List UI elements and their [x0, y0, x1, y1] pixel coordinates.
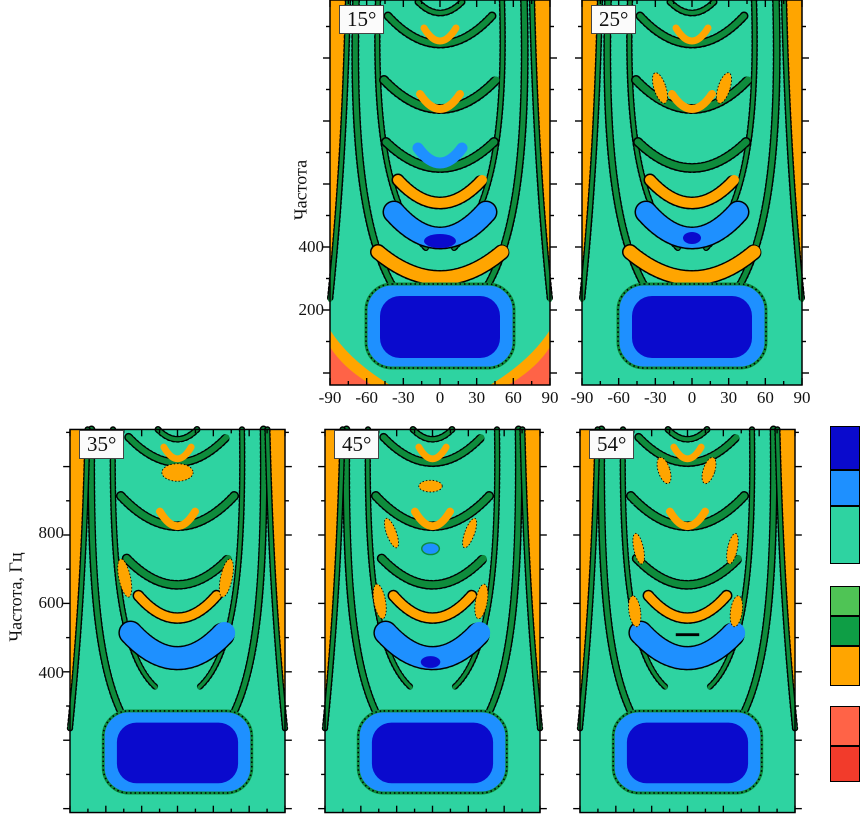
- contour-panel-25deg: 25°: [575, 0, 809, 386]
- colorbar-block: [830, 426, 860, 470]
- colorbar: [830, 426, 860, 782]
- x-tick-label: 90: [541, 388, 559, 407]
- x-tick-label: 60: [504, 388, 522, 407]
- x-tick-label: -90: [570, 388, 594, 407]
- x-tick-label: -60: [355, 388, 379, 407]
- colorbar-block: [830, 646, 860, 686]
- contour-panel-54deg: 54°: [573, 425, 802, 817]
- colorbar-block: [830, 506, 860, 564]
- y-tick-label: 800: [38, 523, 65, 542]
- y-axis-label-top: Частота: [290, 159, 311, 221]
- x-tick-label: -60: [607, 388, 631, 407]
- contour-plot-svg: [323, 0, 557, 386]
- y-tick-label: 400: [38, 663, 65, 682]
- contour-plot-svg: [575, 0, 809, 386]
- x-tick-label: 30: [720, 388, 738, 407]
- x-tick-label: 60: [756, 388, 774, 407]
- contour-plot-svg: [573, 425, 802, 814]
- x-tick-label: 0: [435, 388, 445, 407]
- x-tick-label: -90: [318, 388, 342, 407]
- colorbar-gap: [830, 564, 860, 586]
- colorbar-block: [830, 706, 860, 746]
- x-tick-label: -30: [391, 388, 415, 407]
- contour-panel-15deg: 15°: [323, 0, 557, 386]
- colorbar-block: [830, 586, 860, 616]
- y-tick-label: 200: [298, 300, 325, 319]
- contour-plot-svg: [63, 425, 292, 814]
- contour-panel-35deg: 35°: [63, 425, 292, 817]
- x-axis-tick-labels: -90 -60 -30 0 30 60 90: [319, 388, 559, 410]
- panel-angle-label: 35°: [79, 430, 125, 459]
- panel-angle-label: 25°: [591, 5, 637, 34]
- y-tick-label: 600: [38, 593, 65, 612]
- panel-angle-label: 45°: [334, 430, 380, 459]
- y-tick-label: 400: [298, 237, 325, 256]
- colorbar-block: [830, 616, 860, 646]
- x-tick-label: 90: [793, 388, 811, 407]
- colorbar-gap: [830, 686, 860, 706]
- x-tick-label: 30: [468, 388, 486, 407]
- colorbar-block: [830, 470, 860, 506]
- colorbar-block: [830, 746, 860, 782]
- x-tick-label: 0: [687, 388, 697, 407]
- panel-angle-label: 54°: [589, 430, 635, 459]
- x-tick-label: -30: [643, 388, 667, 407]
- x-axis-tick-labels: -90 -60 -30 0 30 60 90: [571, 388, 811, 410]
- contour-plot-svg: [318, 425, 547, 814]
- panel-angle-label: 15°: [339, 5, 385, 34]
- y-axis-label-bottom: Частота, Гц: [5, 552, 26, 642]
- contour-panel-45deg: 45°: [318, 425, 547, 817]
